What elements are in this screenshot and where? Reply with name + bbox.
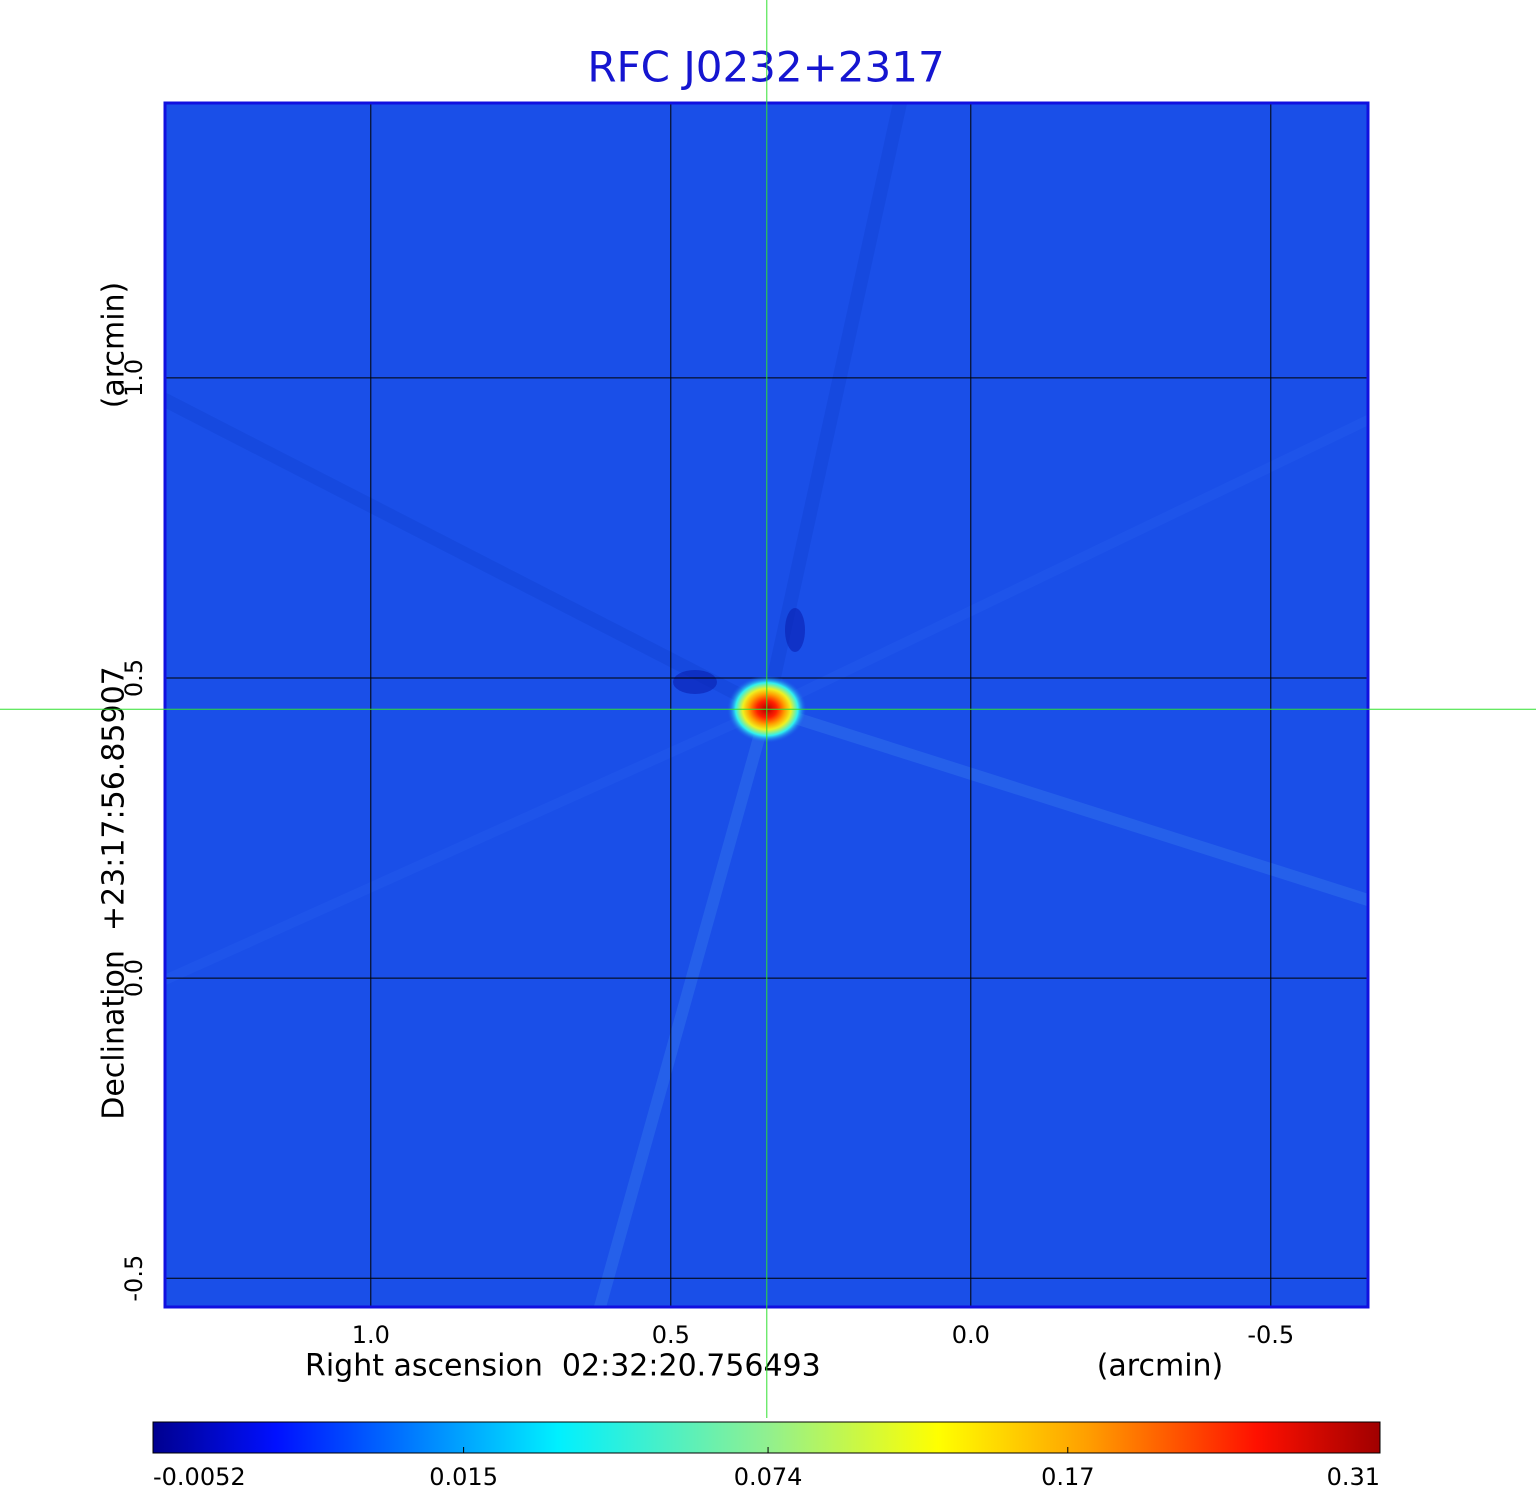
- x-tick-label: -0.5: [1247, 1321, 1294, 1349]
- colorbar-tick-label: 0.074: [734, 1463, 803, 1491]
- x-tick-label: 1.0: [352, 1321, 390, 1349]
- y-tick-label: -0.5: [120, 1255, 148, 1302]
- x-axis-unit: (arcmin): [1097, 1349, 1224, 1384]
- colorbar-tick-label: 0.31: [1327, 1463, 1380, 1491]
- colorbar-tick-label: 0.015: [429, 1463, 498, 1491]
- image-streaks: [165, 103, 1368, 1307]
- x-tick-label: 0.5: [652, 1321, 690, 1349]
- y-axis-label: Declination +23:17:56.85907: [97, 666, 132, 1120]
- colorbar-tick-label: 0.17: [1041, 1463, 1094, 1491]
- colorbar-tick-label: -0.0052: [153, 1463, 246, 1491]
- chart-title: RFC J0232+2317: [587, 43, 944, 92]
- x-tick-label: 0.0: [952, 1321, 990, 1349]
- x-axis-label: Right ascension 02:32:20.756493: [305, 1349, 821, 1384]
- y-tick-label: 1.0: [120, 359, 148, 397]
- y-tick-label: 0.0: [120, 959, 148, 997]
- colorbar: [152, 1421, 1381, 1454]
- y-axis-unit: (arcmin): [97, 282, 132, 409]
- plot-layer: [165, 103, 1368, 1307]
- y-tick-label: 0.5: [120, 659, 148, 697]
